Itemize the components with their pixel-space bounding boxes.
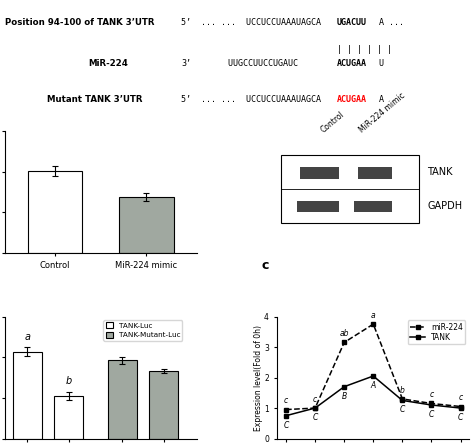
Text: C: C	[400, 405, 405, 414]
Text: GAPDH: GAPDH	[427, 201, 462, 211]
Text: ACUGAA: ACUGAA	[337, 59, 367, 68]
Text: UGACUU: UGACUU	[337, 18, 367, 27]
Text: c: c	[429, 390, 434, 399]
Text: c: c	[458, 393, 463, 402]
miR-224	[371, 322, 376, 327]
Line: miR-224: miR-224	[283, 322, 463, 412]
Text: C: C	[429, 410, 434, 419]
Legend: miR-224, TANK: miR-224, TANK	[408, 320, 465, 345]
TANK	[312, 405, 318, 411]
Text: ACUGAA: ACUGAA	[337, 94, 367, 104]
Y-axis label: Expression level(Fold of 0h): Expression level(Fold of 0h)	[254, 325, 263, 431]
Text: C: C	[458, 413, 463, 422]
Bar	[149, 371, 178, 439]
Line: TANK: TANK	[283, 373, 463, 418]
miR-224	[400, 396, 405, 401]
Bar	[108, 361, 137, 439]
Text: b: b	[400, 385, 405, 395]
Legend: TANK-Luc, TANK-Mutant-Luc: TANK-Luc, TANK-Mutant-Luc	[103, 320, 182, 341]
TANK	[458, 405, 464, 411]
Text: | | | | | |: | | | | | |	[337, 45, 392, 54]
Text: c: c	[284, 396, 288, 405]
TANK	[371, 373, 376, 379]
Text: MiR-224 mimic: MiR-224 mimic	[358, 91, 407, 135]
miR-224	[428, 401, 434, 406]
Bar	[55, 396, 83, 439]
Bar	[297, 201, 339, 212]
Bar	[358, 167, 392, 179]
miR-224	[312, 405, 318, 411]
Text: UUGCCUUCCUGAUC: UUGCCUUCCUGAUC	[193, 59, 303, 68]
Text: C: C	[312, 413, 318, 422]
Text: A: A	[374, 94, 384, 104]
Bar	[354, 201, 392, 212]
Text: Control: Control	[319, 110, 346, 135]
Text: b: b	[65, 377, 72, 386]
Text: A ...: A ...	[374, 18, 404, 27]
Text: 5’  ... ...  UCCUCCUAAAUAGCA: 5’ ... ... UCCUCCUAAAUAGCA	[181, 94, 326, 104]
Text: c: c	[262, 259, 269, 272]
Text: c: c	[313, 395, 317, 404]
Text: A: A	[371, 381, 376, 390]
Text: Mutant TANK 3’UTR: Mutant TANK 3’UTR	[46, 94, 142, 104]
miR-224	[283, 407, 289, 412]
Text: Position 94-100 of TANK 3’UTR: Position 94-100 of TANK 3’UTR	[5, 18, 154, 27]
Bar	[301, 167, 339, 179]
Text: a: a	[371, 311, 375, 320]
Bar	[281, 155, 419, 222]
TANK	[400, 398, 405, 403]
Text: C: C	[283, 420, 289, 430]
Bar	[13, 351, 42, 439]
TANK	[341, 384, 347, 389]
Text: U: U	[374, 59, 384, 68]
Bar	[119, 197, 174, 253]
TANK	[283, 413, 289, 418]
miR-224	[341, 340, 347, 345]
Text: B: B	[342, 392, 347, 400]
Text: MiR-224: MiR-224	[88, 59, 128, 68]
Text: ab: ab	[339, 329, 349, 338]
Bar	[27, 171, 82, 253]
miR-224	[458, 404, 464, 409]
TANK	[428, 402, 434, 408]
Text: 3’: 3’	[181, 59, 191, 68]
Text: a: a	[25, 332, 30, 342]
Text: TANK: TANK	[427, 167, 453, 177]
Text: 5’  ... ...  UCCUCCUAAAUAGCA: 5’ ... ... UCCUCCUAAAUAGCA	[181, 18, 326, 27]
